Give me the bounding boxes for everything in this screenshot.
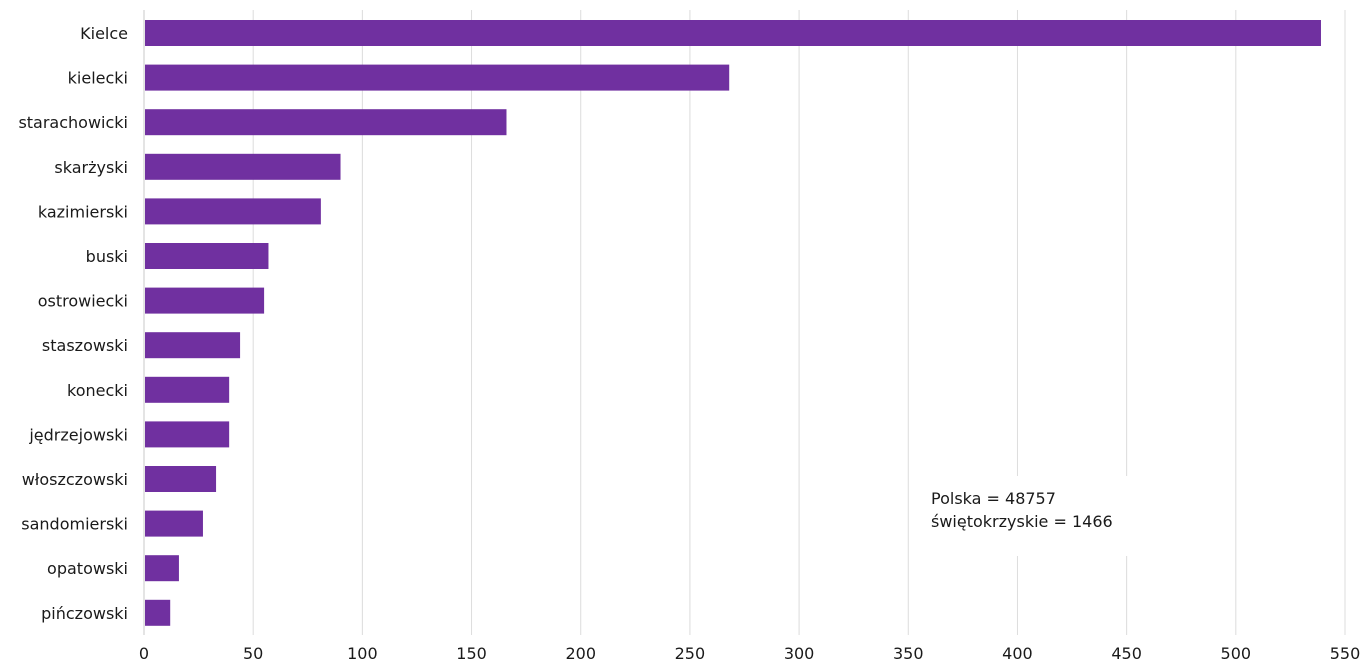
annotation-box (916, 476, 1146, 556)
bar (145, 287, 265, 314)
bar (145, 555, 179, 582)
x-tick-label: 300 (784, 644, 815, 663)
bar (145, 376, 230, 403)
x-tick-label: 150 (456, 644, 487, 663)
category-label: włoszczowski (22, 470, 128, 489)
bar (145, 109, 507, 136)
category-label: buski (86, 247, 128, 266)
category-label: kazimierski (38, 202, 128, 221)
category-label: opatowski (47, 559, 128, 578)
category-label: konecki (67, 381, 128, 400)
x-tick-label: 400 (1002, 644, 1033, 663)
bar (145, 153, 341, 180)
category-label: ostrowiecki (38, 292, 128, 311)
x-tick-label: 50 (243, 644, 263, 663)
category-label: jędrzejowski (28, 425, 128, 444)
x-tick-label: 450 (1111, 644, 1142, 663)
category-label: sandomierski (21, 515, 128, 534)
category-label: skarżyski (54, 158, 128, 177)
bar (145, 510, 203, 537)
x-tick-label: 200 (565, 644, 596, 663)
bar (145, 198, 321, 225)
annotation-line-2: świętokrzyskie = 1466 (931, 512, 1113, 531)
category-label: pińczowski (41, 604, 128, 623)
annotation-line-1: Polska = 48757 (931, 489, 1056, 508)
category-label: starachowicki (18, 113, 128, 132)
bar (145, 332, 241, 359)
bar (145, 20, 1321, 46)
bar (145, 421, 230, 448)
annotation: Polska = 48757 świętokrzyskie = 1466 (916, 476, 1146, 556)
bars (145, 20, 1321, 626)
x-tick-label: 550 (1330, 644, 1361, 663)
bar (145, 243, 269, 269)
bar (145, 64, 730, 91)
x-tick-label: 0 (139, 644, 149, 663)
x-tick-label: 500 (1221, 644, 1252, 663)
gridlines (252, 10, 1346, 635)
category-label: kielecki (68, 69, 128, 88)
x-tick-label: 250 (675, 644, 706, 663)
bar (145, 599, 171, 626)
category-label: staszowski (42, 336, 128, 355)
x-tick-labels: 0 50 100 150 200 250 300 350 400 450 500 550 (139, 644, 1360, 663)
category-labels: Kielce kielecki starachowicki skarżyski kazi… (18, 24, 128, 623)
x-tick-label: 100 (347, 644, 378, 663)
x-tick-label: 350 (893, 644, 924, 663)
category-label: Kielce (80, 24, 128, 43)
bar (145, 466, 217, 492)
